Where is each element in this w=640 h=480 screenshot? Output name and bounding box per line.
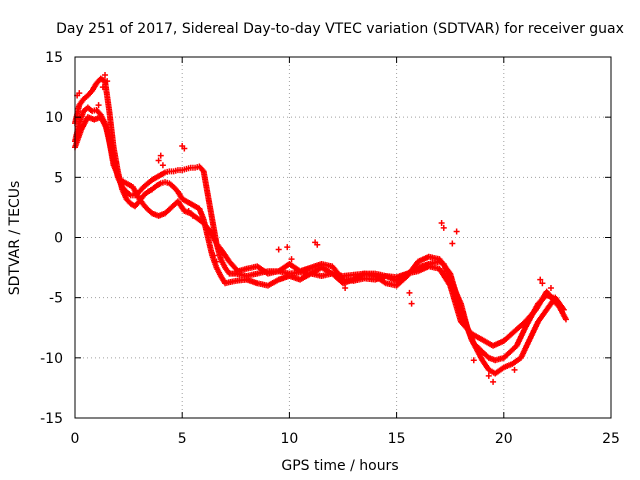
data-point-excursions	[408, 300, 415, 307]
data-point-excursions	[485, 372, 492, 379]
grid	[75, 57, 611, 418]
data-point-excursions	[155, 157, 162, 164]
data-point-excursions	[288, 256, 295, 263]
data-point-excursions	[211, 252, 218, 259]
x-tick-label: 20	[495, 431, 513, 447]
data-point-excursions	[76, 90, 83, 97]
data-point-excursions	[104, 78, 111, 85]
y-tick-label: -5	[49, 291, 63, 307]
data-point-track-2	[560, 306, 567, 313]
data-point-excursions	[189, 212, 196, 219]
y-tick-label: -15	[40, 411, 63, 427]
data-point-excursions	[275, 246, 282, 253]
data-point-excursions	[159, 162, 166, 169]
data-point-excursions	[490, 378, 497, 385]
x-axis-label: GPS time / hours	[281, 458, 398, 474]
data-point-excursions	[181, 145, 188, 152]
data-point-excursions	[185, 208, 192, 215]
chart-title: Day 251 of 2017, Sidereal Day-to-day VTE…	[56, 21, 624, 37]
data-point-excursions	[102, 72, 109, 79]
data-point-excursions	[342, 285, 349, 292]
x-tick-label: 5	[178, 431, 187, 447]
data-point-excursions	[470, 357, 477, 364]
x-tick-labels: 0 5 10 15 20 25	[71, 431, 620, 447]
data-point-excursions	[284, 244, 291, 251]
data-point-excursions	[511, 366, 518, 373]
data-point-excursions	[539, 280, 546, 287]
axis-ticks	[74, 56, 612, 419]
data-point-excursions	[440, 224, 447, 231]
x-tick-label: 25	[602, 431, 620, 447]
data-point-excursions	[157, 152, 164, 159]
y-axis-label: SDTVAR / TECUs	[7, 181, 23, 296]
x-tick-label: 10	[280, 431, 298, 447]
x-tick-label: 15	[388, 431, 406, 447]
data-points	[72, 72, 569, 385]
data-point-excursions	[213, 258, 220, 265]
data-point-excursions	[547, 285, 554, 292]
data-point-excursions	[406, 289, 413, 296]
y-tick-label: 5	[54, 170, 63, 186]
data-point-track-3	[554, 301, 561, 308]
y-tick-label: -10	[40, 351, 63, 367]
data-point-excursions	[537, 276, 544, 283]
data-point-excursions	[314, 241, 321, 248]
data-point-track-1	[562, 316, 569, 323]
y-tick-labels: -15 -10 -5 0 5 10 15	[40, 50, 63, 427]
y-tick-label: 10	[45, 110, 63, 126]
data-point-excursions	[99, 84, 106, 91]
data-point-excursions	[449, 240, 456, 247]
y-tick-label: 15	[45, 50, 63, 66]
y-tick-label: 0	[54, 231, 63, 247]
x-tick-label: 0	[71, 431, 80, 447]
data-point-excursions	[453, 228, 460, 235]
data-point-excursions	[438, 220, 445, 227]
data-point-excursions	[95, 102, 102, 109]
